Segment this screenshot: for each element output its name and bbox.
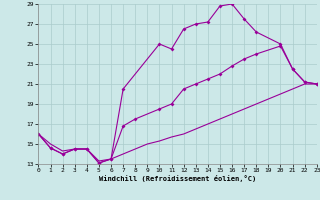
X-axis label: Windchill (Refroidissement éolien,°C): Windchill (Refroidissement éolien,°C) xyxy=(99,175,256,182)
